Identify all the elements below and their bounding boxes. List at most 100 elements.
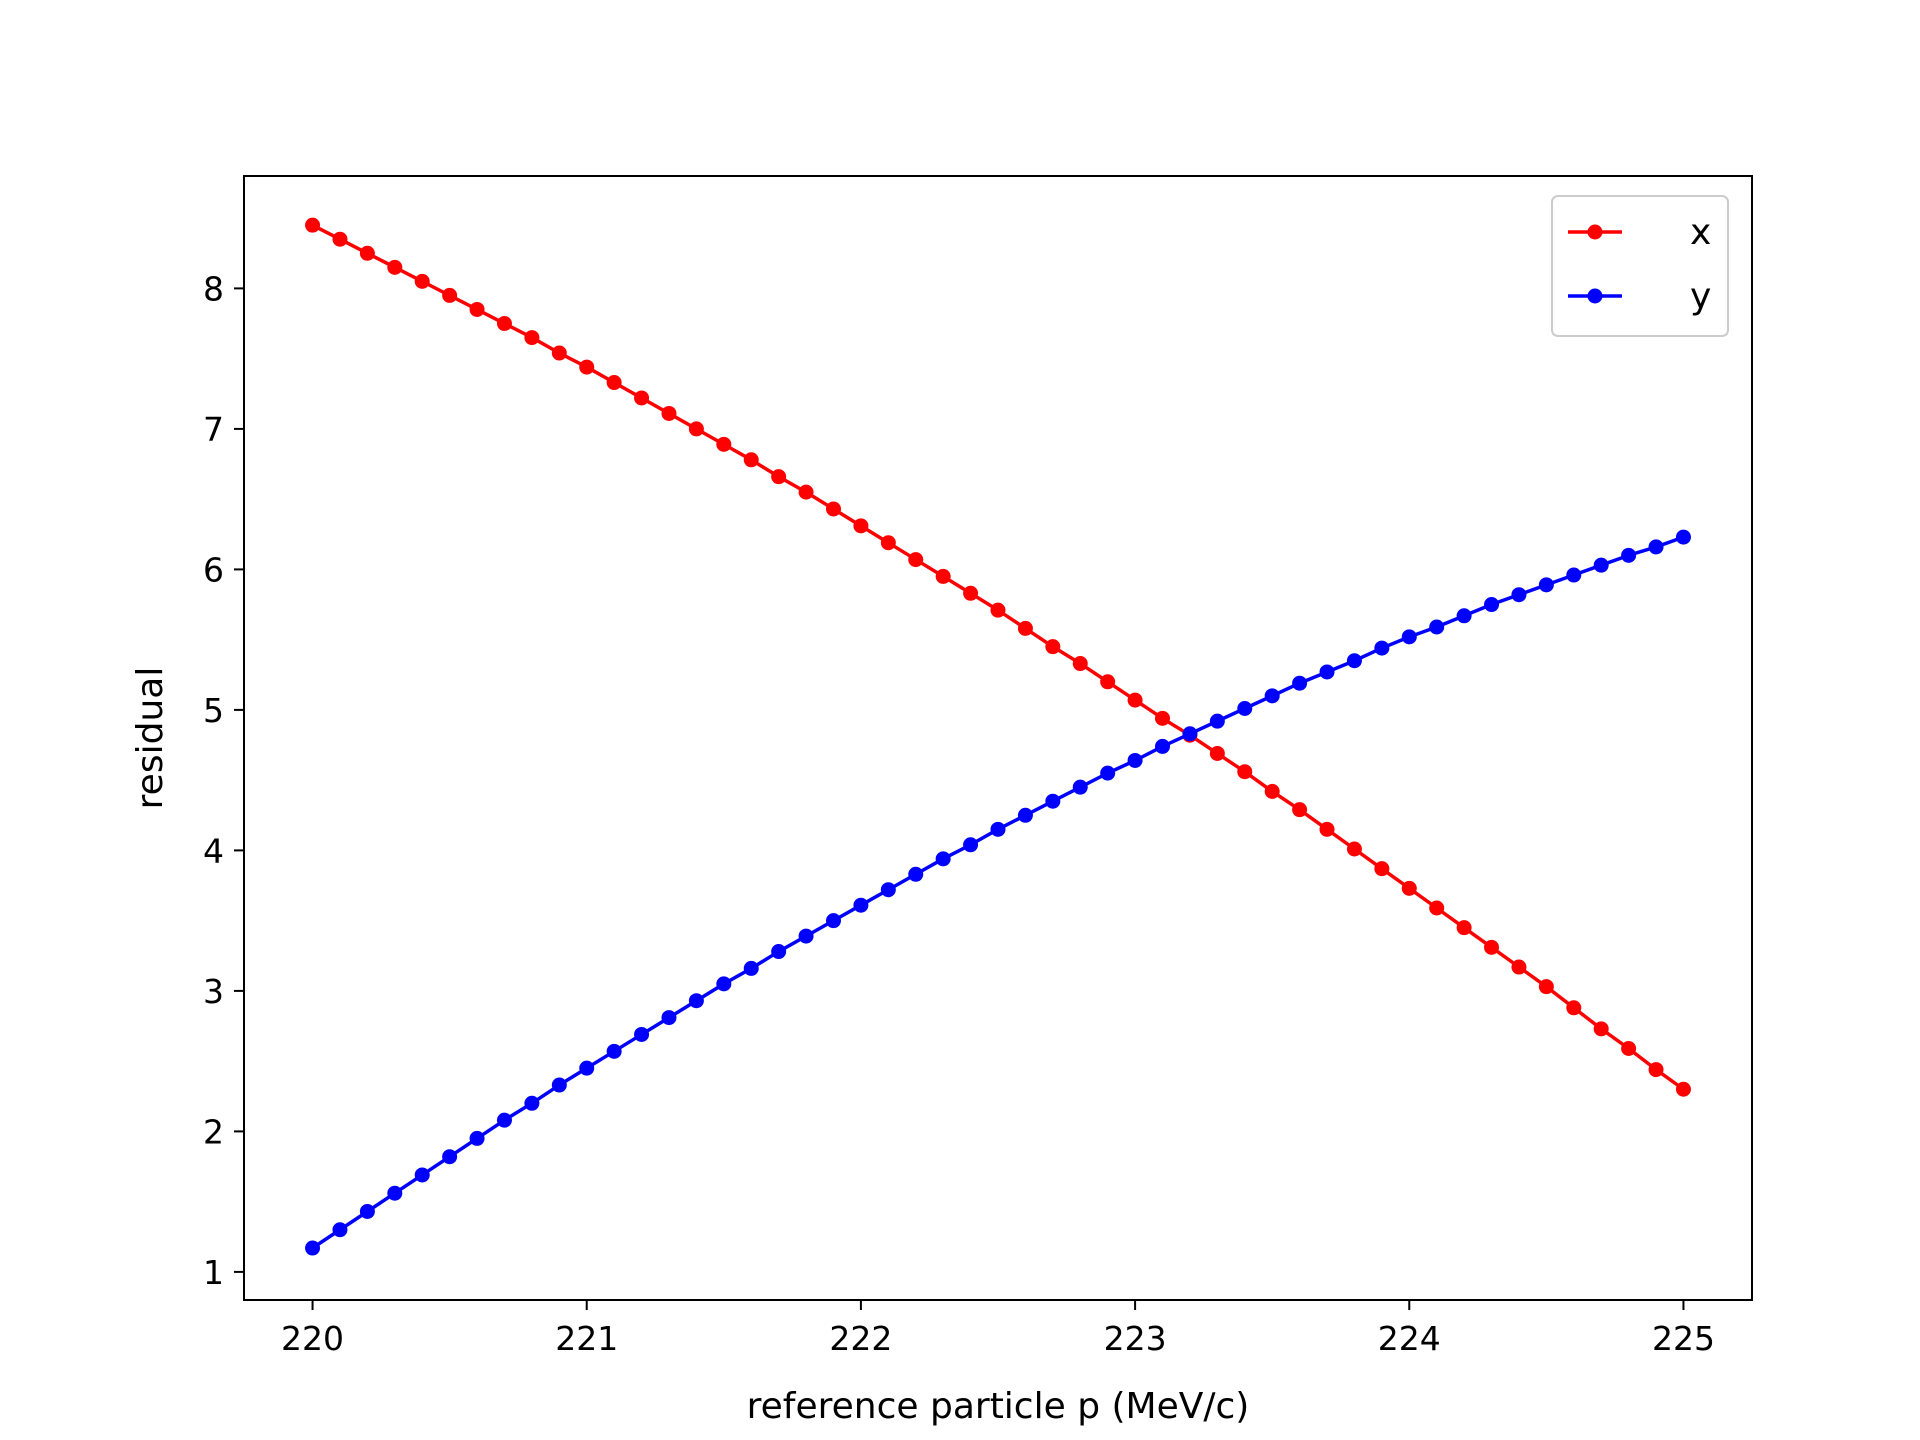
data-point-y xyxy=(1429,619,1445,635)
series-x xyxy=(305,217,1691,1097)
data-point-x xyxy=(771,469,787,485)
data-point-x xyxy=(1566,1000,1582,1016)
data-point-y xyxy=(1237,700,1253,716)
data-point-y xyxy=(387,1185,403,1201)
data-point-y xyxy=(661,1010,677,1026)
data-point-y xyxy=(1566,567,1582,583)
data-point-y xyxy=(305,1240,321,1256)
data-point-y xyxy=(990,821,1006,837)
data-point-x xyxy=(579,359,595,375)
data-point-x xyxy=(1648,1062,1664,1078)
y-tick-label: 2 xyxy=(203,1112,224,1151)
legend-label-x: x xyxy=(1690,212,1711,253)
data-point-y xyxy=(1484,597,1500,613)
legend-item-y: y xyxy=(1568,276,1711,317)
data-point-y xyxy=(1100,765,1116,781)
data-point-y xyxy=(825,913,841,929)
y-tick-label: 7 xyxy=(203,410,224,449)
data-point-y xyxy=(634,1026,650,1042)
data-point-y xyxy=(1401,629,1417,645)
x-tick-label: 221 xyxy=(555,1319,618,1358)
data-point-x xyxy=(1292,802,1308,818)
data-point-x xyxy=(1155,710,1171,726)
data-point-x xyxy=(1017,620,1033,636)
data-point-y xyxy=(551,1077,567,1093)
y-tick-label: 5 xyxy=(203,691,224,730)
legend-marker-x xyxy=(1587,224,1603,240)
data-point-y xyxy=(1017,807,1033,823)
data-point-y xyxy=(1209,713,1225,729)
series-layer xyxy=(305,217,1691,1256)
data-point-y xyxy=(414,1167,430,1183)
data-point-y xyxy=(1127,752,1143,768)
data-point-x xyxy=(963,585,979,601)
data-point-y xyxy=(579,1060,595,1076)
data-point-y xyxy=(606,1043,622,1059)
data-point-x xyxy=(716,436,732,452)
data-point-y xyxy=(963,837,979,853)
data-point-x xyxy=(1484,939,1500,955)
data-point-y xyxy=(1346,653,1362,669)
data-point-x xyxy=(935,568,951,584)
data-point-x xyxy=(1072,656,1088,672)
y-axis-ticks: 1 2 3 4 5 6 7 8 xyxy=(203,269,244,1292)
data-point-x xyxy=(743,452,759,468)
legend: xy xyxy=(1551,195,1729,337)
x-tick-label: 223 xyxy=(1104,1319,1167,1358)
data-point-x xyxy=(798,484,814,500)
data-point-x xyxy=(1538,979,1554,995)
data-point-x xyxy=(1374,861,1390,877)
data-point-x xyxy=(1593,1021,1609,1037)
x-tick-label: 220 xyxy=(281,1319,344,1358)
data-point-y xyxy=(1319,664,1335,680)
data-point-y xyxy=(1593,557,1609,573)
data-point-y xyxy=(743,960,759,976)
data-point-y xyxy=(332,1222,348,1238)
data-point-x xyxy=(908,552,924,568)
data-point-x xyxy=(853,518,869,534)
x-axis-ticks: 220 221 222 223 224 225 xyxy=(281,1300,1715,1358)
data-point-x xyxy=(1237,764,1253,780)
data-point-x xyxy=(469,301,485,317)
plot-frame xyxy=(243,175,1753,1301)
data-point-x xyxy=(1511,959,1527,975)
data-point-y xyxy=(359,1203,375,1219)
x-tick-label: 224 xyxy=(1378,1319,1441,1358)
data-point-y xyxy=(1538,577,1554,593)
data-point-y xyxy=(1072,779,1088,795)
y-axis-label: residual xyxy=(130,667,171,810)
data-point-x xyxy=(990,602,1006,618)
data-point-x xyxy=(1346,841,1362,857)
data-point-x xyxy=(1127,692,1143,708)
data-point-x xyxy=(387,259,403,275)
legend-item-x: x xyxy=(1568,212,1711,253)
y-tick-label: 4 xyxy=(203,831,224,870)
data-point-y xyxy=(908,866,924,882)
y-tick-label: 3 xyxy=(203,972,224,1011)
data-point-x xyxy=(332,231,348,247)
data-point-y xyxy=(496,1112,512,1128)
data-point-y xyxy=(688,993,704,1009)
data-point-y xyxy=(1045,793,1061,809)
data-point-x xyxy=(551,345,567,361)
data-point-x xyxy=(606,375,622,391)
data-point-x xyxy=(661,405,677,421)
data-point-y xyxy=(1264,688,1280,704)
data-point-y xyxy=(771,944,787,960)
data-point-y xyxy=(935,851,951,867)
data-point-x xyxy=(688,421,704,437)
data-point-y xyxy=(1182,726,1198,742)
data-point-x xyxy=(634,390,650,406)
data-point-y xyxy=(798,928,814,944)
data-point-y xyxy=(1374,640,1390,656)
data-point-x xyxy=(1401,880,1417,896)
data-point-y xyxy=(1292,675,1308,691)
y-tick-label: 1 xyxy=(203,1253,224,1292)
x-axis-label: reference particle p (MeV/c) xyxy=(747,1386,1250,1427)
data-point-x xyxy=(496,316,512,332)
y-tick-label: 8 xyxy=(203,269,224,308)
data-point-y xyxy=(1511,587,1527,603)
data-point-x xyxy=(1319,821,1335,837)
data-point-x xyxy=(825,501,841,517)
data-point-x xyxy=(1456,920,1472,936)
